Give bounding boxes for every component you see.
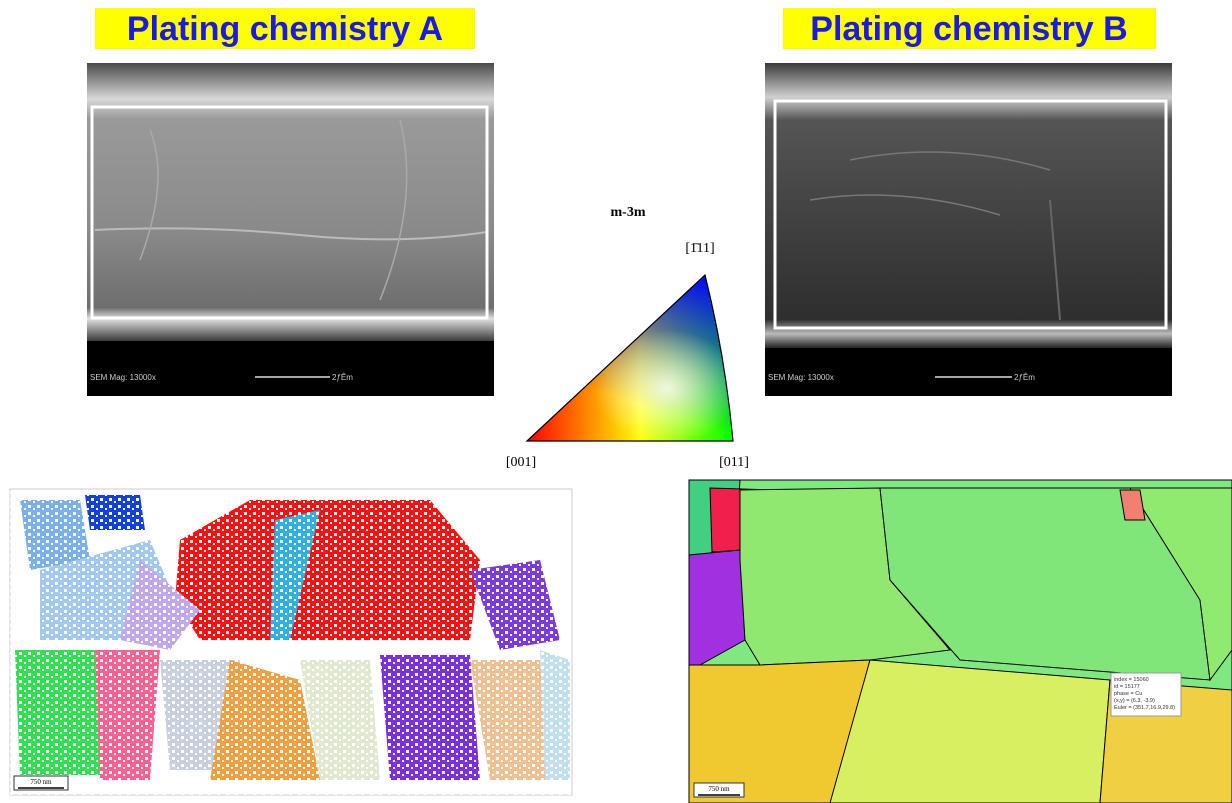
ebsd-scale: 750 nm <box>30 778 52 786</box>
sem-scale: 2ƒÊm <box>332 373 353 382</box>
ebsd-map <box>689 480 1232 803</box>
tooltip-line: phase = Cu <box>1114 691 1142 697</box>
tooltip-line: (x,y) = (6.3, -3.9) <box>1114 698 1155 704</box>
tooltip-line: Euler = (351.7,16.9,29.8) <box>1114 705 1175 711</box>
figure: Plating chemistry A Plating chemistry B … <box>0 0 1232 803</box>
legend-corner: [001] <box>506 455 536 470</box>
tooltip-line: index = 15060 <box>1114 677 1149 683</box>
legend-corner: [1̄11] <box>685 241 714 256</box>
panel-title: Plating chemistry A <box>127 10 443 48</box>
sem-caption: SEM Mag: 13000x <box>90 373 156 382</box>
sem-caption: SEM Mag: 13000x <box>768 373 834 382</box>
ipf-triangle <box>527 275 733 441</box>
sem-image <box>765 63 1172 396</box>
ebsd-map <box>10 489 572 795</box>
ebsd-scale: 750 nm <box>708 785 730 793</box>
panel-title: Plating chemistry B <box>810 10 1127 48</box>
legend-corner: [011] <box>719 455 749 470</box>
tooltip-line: id = 15177 <box>1114 684 1140 690</box>
legend-symmetry: m-3m <box>611 205 646 220</box>
sem-scale: 2ƒÊm <box>1014 373 1035 382</box>
sem-image <box>87 63 494 396</box>
